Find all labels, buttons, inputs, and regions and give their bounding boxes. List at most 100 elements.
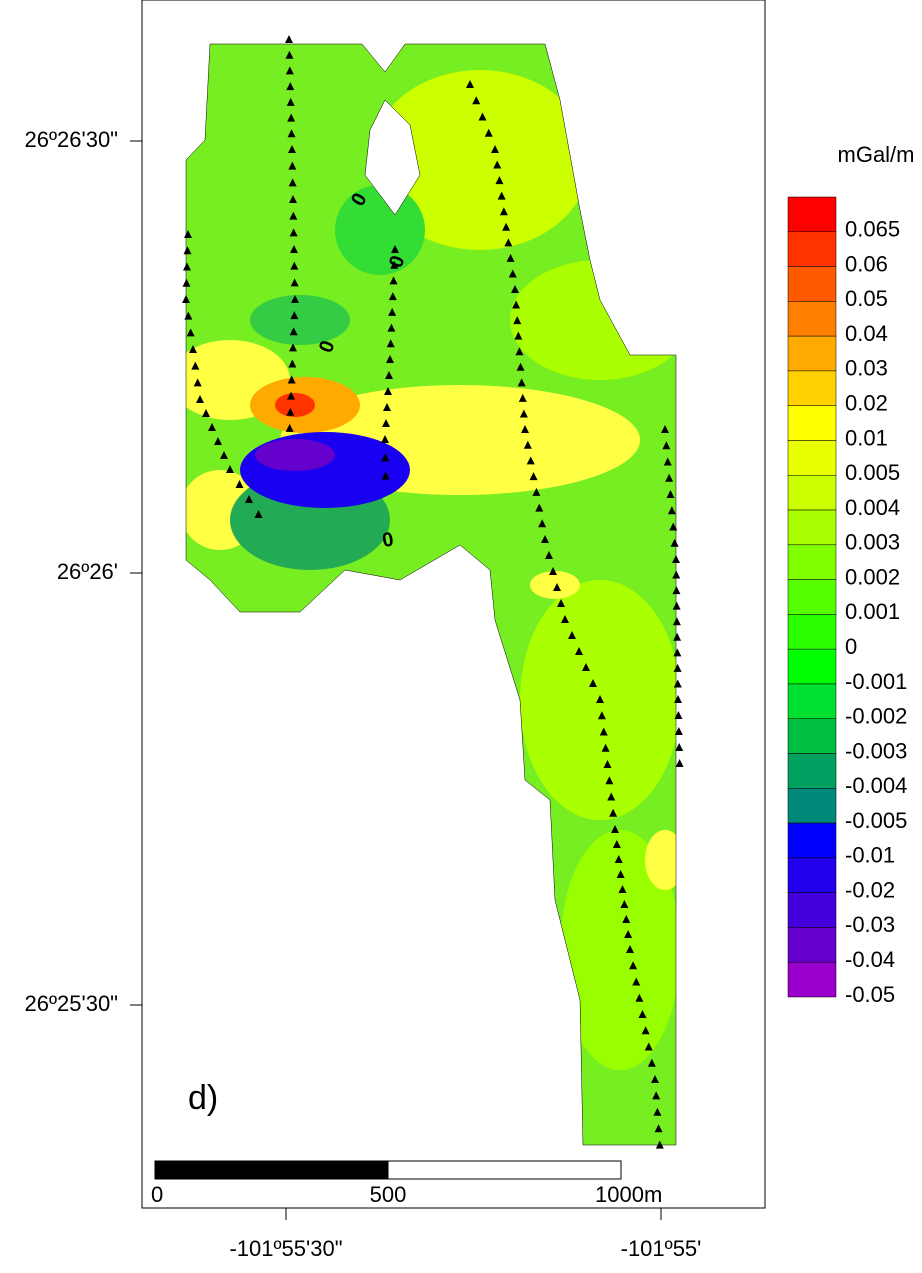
station <box>183 246 192 255</box>
station <box>655 1140 664 1149</box>
station <box>191 361 200 370</box>
station <box>661 425 669 433</box>
station <box>612 840 621 848</box>
station <box>388 307 397 316</box>
colorbar-box <box>787 614 837 650</box>
station <box>614 855 623 863</box>
station <box>196 395 204 403</box>
station <box>673 679 682 688</box>
colorbar-label: -0.005 <box>845 808 907 833</box>
station <box>674 695 682 703</box>
station <box>675 759 684 767</box>
station <box>478 112 487 121</box>
station <box>653 1107 662 1116</box>
station <box>666 490 675 498</box>
station <box>557 599 565 607</box>
colorbar-label: 0.01 <box>845 425 888 450</box>
station <box>381 453 390 462</box>
station <box>289 343 297 352</box>
colorbar-box <box>787 788 837 824</box>
station <box>599 727 608 736</box>
station <box>497 191 506 200</box>
colorbar-box <box>787 266 837 302</box>
field-zone <box>335 185 425 275</box>
station <box>289 327 298 336</box>
scale-label: 0 <box>151 1182 163 1207</box>
station <box>674 711 683 719</box>
colorbar-label: 0.002 <box>845 564 900 589</box>
station <box>288 161 297 170</box>
colorbar-title: mGal/m <box>838 142 915 167</box>
station <box>605 776 614 785</box>
station <box>285 50 294 59</box>
station <box>513 316 522 325</box>
station <box>286 82 295 91</box>
station <box>287 129 296 138</box>
station <box>538 519 547 528</box>
colorbar-label: 0.05 <box>845 286 888 311</box>
map-frame <box>141 0 766 1209</box>
station <box>541 535 549 543</box>
station <box>545 551 553 559</box>
station <box>386 355 394 363</box>
station <box>665 473 674 482</box>
station <box>669 522 678 531</box>
station <box>484 128 493 137</box>
station <box>672 570 681 579</box>
station <box>624 930 633 938</box>
colorbar-box <box>787 927 837 963</box>
station <box>288 359 297 368</box>
station <box>589 679 597 687</box>
station <box>601 743 610 752</box>
station <box>287 391 295 400</box>
colorbar-label: 0.004 <box>845 495 900 520</box>
station <box>508 269 517 278</box>
station <box>387 323 396 332</box>
panel-label: d) <box>188 1079 218 1117</box>
station <box>616 870 625 878</box>
station <box>517 378 526 387</box>
colorbar-label: -0.001 <box>845 669 907 694</box>
lon-tick-label: -101º55'30" <box>229 1236 342 1261</box>
station <box>514 331 523 340</box>
station <box>493 160 502 169</box>
station <box>286 407 295 416</box>
station <box>290 245 298 253</box>
colorbar-label: 0.005 <box>845 460 900 485</box>
station <box>673 663 682 672</box>
station <box>618 885 627 893</box>
station <box>652 1091 661 1100</box>
station <box>518 393 527 402</box>
contour-field <box>186 44 676 1145</box>
station <box>290 261 299 270</box>
colorbar-box <box>787 475 837 511</box>
colorbar-box <box>787 301 837 337</box>
colorbar-box <box>787 509 837 546</box>
station <box>647 1058 656 1067</box>
station <box>385 371 393 379</box>
lat-tick-label: 26º26'30" <box>25 127 118 152</box>
field-zone <box>510 260 676 380</box>
station <box>383 403 391 411</box>
station <box>529 472 538 481</box>
station <box>189 345 197 353</box>
colorbar-label: -0.01 <box>845 843 895 868</box>
colorbar-label: 0.04 <box>845 321 888 346</box>
station <box>673 632 682 641</box>
station <box>381 435 389 443</box>
scale-segment <box>154 1160 389 1180</box>
station <box>662 441 671 450</box>
colorbar-label: 0.065 <box>845 217 900 242</box>
station <box>285 35 293 43</box>
station <box>389 276 398 285</box>
stations <box>182 35 684 1149</box>
station <box>622 915 631 923</box>
station <box>182 278 191 287</box>
lat-tick-label: 26º26' <box>57 559 118 584</box>
station <box>506 253 515 262</box>
station <box>287 375 296 384</box>
station <box>386 339 395 348</box>
station <box>495 176 504 185</box>
station <box>582 663 590 671</box>
